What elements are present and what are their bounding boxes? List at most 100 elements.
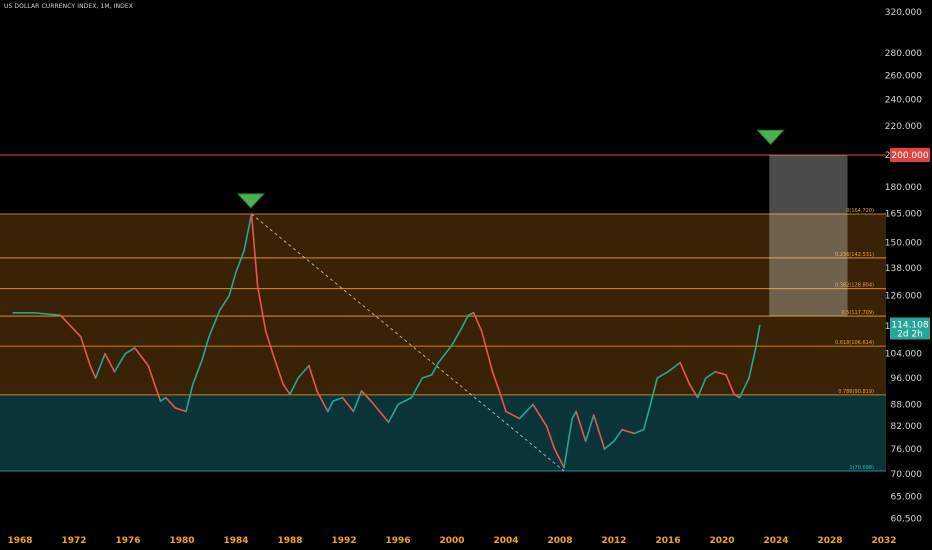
y-tick-label: 126.000 (885, 291, 922, 301)
price-segment (332, 396, 344, 402)
diagonal-trendline (251, 213, 565, 472)
price-segment (308, 364, 318, 392)
price-segment (480, 330, 494, 373)
price-segment (679, 361, 691, 386)
x-tick-label: 2032 (871, 536, 896, 546)
x-tick-label: 2028 (817, 536, 842, 546)
y-tick-label: 320.000 (885, 8, 922, 18)
y-tick-label: 88.000 (891, 400, 923, 410)
price-segment (370, 400, 390, 424)
x-tick-label: 2004 (493, 536, 518, 546)
price-segment (235, 249, 245, 273)
price-segment (289, 377, 299, 396)
price-segment (472, 311, 483, 332)
price-segment (656, 370, 669, 379)
x-tick-label: 2000 (439, 536, 464, 546)
price-segment (704, 370, 717, 379)
price-segment (451, 327, 463, 346)
price-segment (421, 374, 433, 379)
price-segment (316, 390, 329, 413)
price-segment (264, 330, 275, 358)
price-segment (553, 448, 565, 469)
price-segment (297, 364, 310, 379)
price-segment (147, 364, 162, 402)
fib-level-label: 1(70.698) (849, 465, 874, 471)
fib-level-label: 0.786(90.819) (838, 389, 874, 395)
arrow-marker-icon (756, 129, 785, 146)
price-segment (714, 370, 727, 376)
price-segment (696, 377, 707, 399)
price-segment (649, 377, 659, 406)
x-tick-label: 2016 (655, 536, 680, 546)
price-segment (397, 396, 413, 406)
price-segment (738, 377, 750, 399)
price-segment (725, 374, 735, 396)
fib-level-label: 0.236(142.531) (835, 252, 874, 258)
x-tick-label: 1980 (169, 536, 194, 546)
price-segment (491, 370, 501, 392)
price-segment (545, 425, 556, 450)
price-segment (192, 358, 204, 386)
price-segment (603, 440, 615, 450)
y-tick-label: 104.000 (885, 350, 922, 360)
price-segment (387, 403, 399, 424)
price-segment (621, 428, 636, 435)
y-tick-label: 165.000 (885, 209, 922, 219)
price-segment (748, 347, 757, 379)
y-tick-label: 82.000 (891, 422, 923, 432)
fib-zone-lower (0, 394, 886, 471)
x-tick-label: 1992 (331, 536, 356, 546)
x-tick-label: 2008 (547, 536, 572, 546)
price-segment (165, 396, 177, 409)
price-segment (667, 361, 681, 373)
x-tick-label: 1972 (61, 536, 86, 546)
y-tick-label: 240.000 (885, 96, 922, 106)
price-tag-value: 114.108 (891, 321, 928, 331)
fib-level-label: 0(164.720) (846, 208, 874, 214)
price-segment (208, 309, 221, 338)
price-segment (505, 410, 521, 420)
price-segment (532, 403, 548, 427)
y-tick-label: 150.000 (885, 238, 922, 248)
price-segment (460, 314, 470, 330)
price-segment (754, 324, 761, 349)
fib-level-label: 0.382(128.804) (835, 283, 874, 289)
resistance-tag (890, 148, 930, 162)
x-tick-label: 1976 (115, 536, 140, 546)
y-tick-label: 260.000 (885, 71, 922, 81)
x-tick-label: 1984 (223, 536, 248, 546)
price-segment (584, 414, 595, 442)
price-segment (360, 390, 372, 402)
price-segment (256, 285, 267, 332)
price-segment (563, 417, 573, 469)
price-segment (437, 344, 453, 364)
y-tick-label: 60.500 (891, 514, 923, 524)
price-segment (272, 355, 285, 386)
price-segment (467, 311, 475, 317)
price-segment (352, 390, 363, 413)
y-tick-label: 280.000 (885, 49, 922, 59)
price-segment (89, 364, 97, 379)
price-segment (410, 377, 424, 399)
price-segment (104, 352, 116, 373)
fib-level-label: 0.618(106.614) (835, 340, 874, 346)
price-segment (228, 271, 237, 297)
x-tick-label: 1996 (385, 536, 410, 546)
fib-zone-upper (0, 213, 886, 395)
price-segment (159, 396, 167, 402)
y-tick-label: 96.000 (891, 374, 923, 384)
price-segment (642, 403, 652, 431)
arrow-marker-icon (236, 193, 265, 209)
x-tick-label: 2012 (601, 536, 626, 546)
price-segment (32, 311, 62, 317)
fib-level-label: 0.5(117.709) (841, 310, 874, 316)
price-segment (498, 390, 507, 413)
price-segment (201, 335, 210, 361)
price-segment (688, 383, 699, 399)
price-segment (575, 410, 587, 442)
price-tag (890, 317, 930, 340)
x-tick-label: 1988 (277, 536, 302, 546)
price-segment (571, 410, 578, 420)
y-tick-label: 70.000 (891, 470, 923, 480)
